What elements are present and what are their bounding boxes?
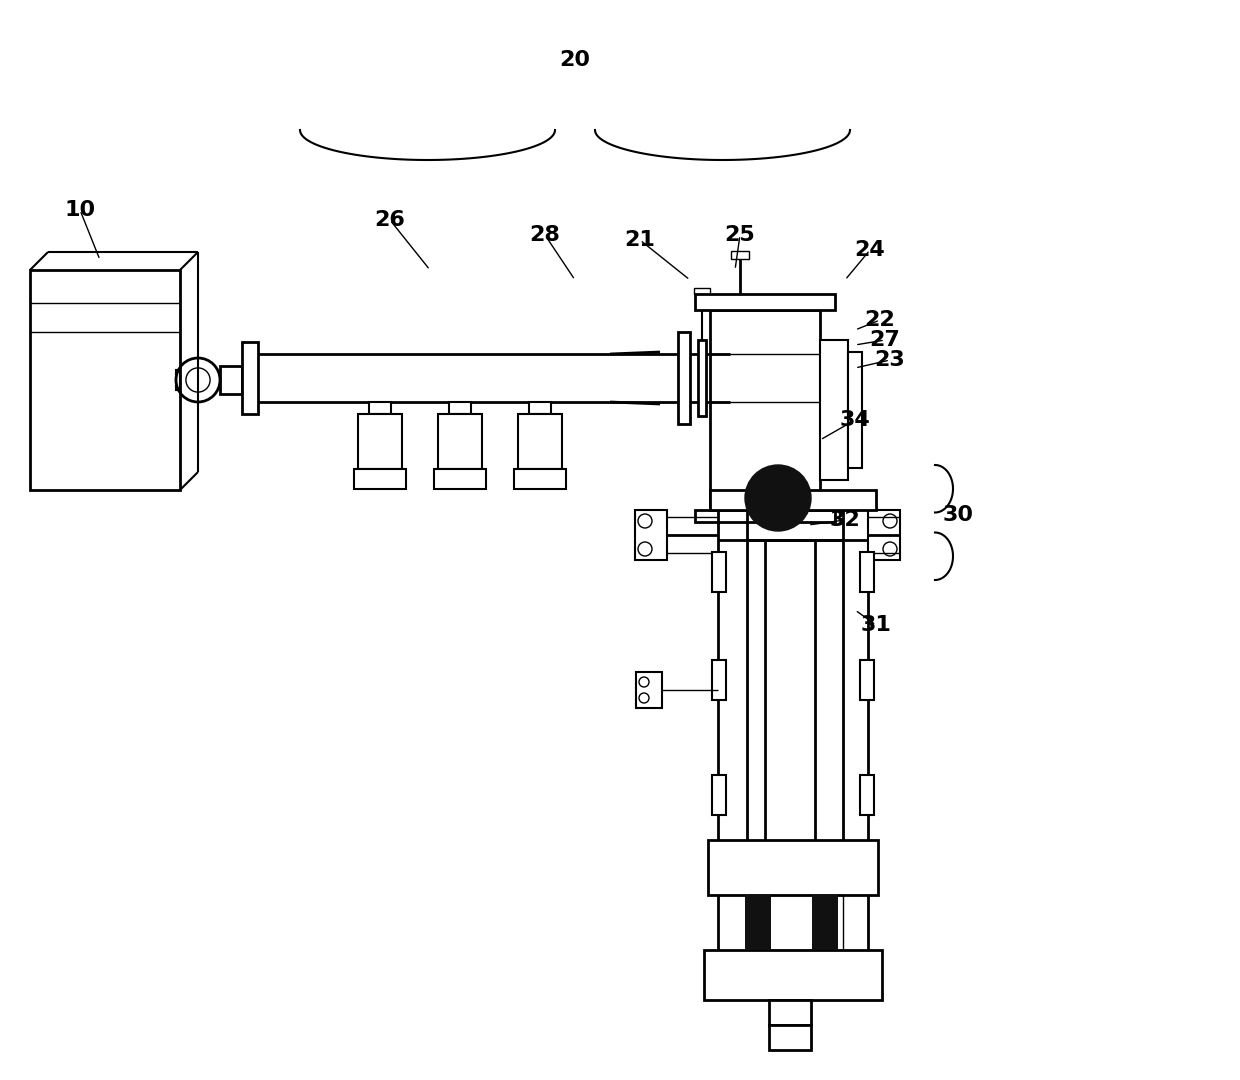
Bar <box>370 402 391 414</box>
Bar <box>812 895 838 950</box>
Bar <box>711 490 875 510</box>
Bar <box>176 370 180 390</box>
Bar <box>678 332 689 424</box>
Bar <box>449 402 471 414</box>
Text: 27: 27 <box>869 330 900 350</box>
Text: 32: 32 <box>830 510 861 530</box>
Bar <box>820 340 848 480</box>
Bar <box>712 660 725 700</box>
Bar <box>438 414 482 469</box>
Bar <box>635 510 667 561</box>
Bar <box>358 414 402 469</box>
Bar <box>732 251 749 259</box>
Bar <box>712 775 725 815</box>
Bar <box>861 552 874 592</box>
Bar <box>861 775 874 815</box>
Bar <box>694 510 835 522</box>
Bar <box>242 342 258 414</box>
Bar <box>636 672 662 708</box>
Bar <box>694 288 711 294</box>
Text: 25: 25 <box>724 225 755 245</box>
Bar <box>515 469 565 489</box>
Text: 20: 20 <box>559 50 590 70</box>
Bar <box>694 294 835 310</box>
Bar <box>698 340 706 416</box>
Text: 10: 10 <box>64 200 95 220</box>
Bar <box>708 840 878 895</box>
Text: 24: 24 <box>854 240 885 260</box>
Text: 28: 28 <box>529 225 560 245</box>
Bar <box>712 552 725 592</box>
Bar <box>769 1000 811 1025</box>
Bar <box>745 895 771 950</box>
Bar <box>30 270 180 490</box>
Bar <box>711 310 820 510</box>
Bar <box>704 950 882 1000</box>
Bar <box>769 1025 811 1050</box>
Bar <box>868 510 900 561</box>
Bar <box>434 469 486 489</box>
Bar <box>848 352 862 468</box>
Text: 34: 34 <box>839 410 870 430</box>
Bar <box>219 366 242 394</box>
Text: 30: 30 <box>942 505 973 525</box>
Bar <box>529 402 551 414</box>
Bar <box>861 660 874 700</box>
Bar <box>353 469 405 489</box>
Bar <box>518 414 562 469</box>
Circle shape <box>745 465 811 531</box>
Text: 31: 31 <box>861 615 892 635</box>
Text: 26: 26 <box>374 210 405 230</box>
Text: 23: 23 <box>874 350 905 370</box>
Text: 21: 21 <box>625 230 656 249</box>
Text: 22: 22 <box>864 310 895 330</box>
Bar <box>746 895 843 950</box>
